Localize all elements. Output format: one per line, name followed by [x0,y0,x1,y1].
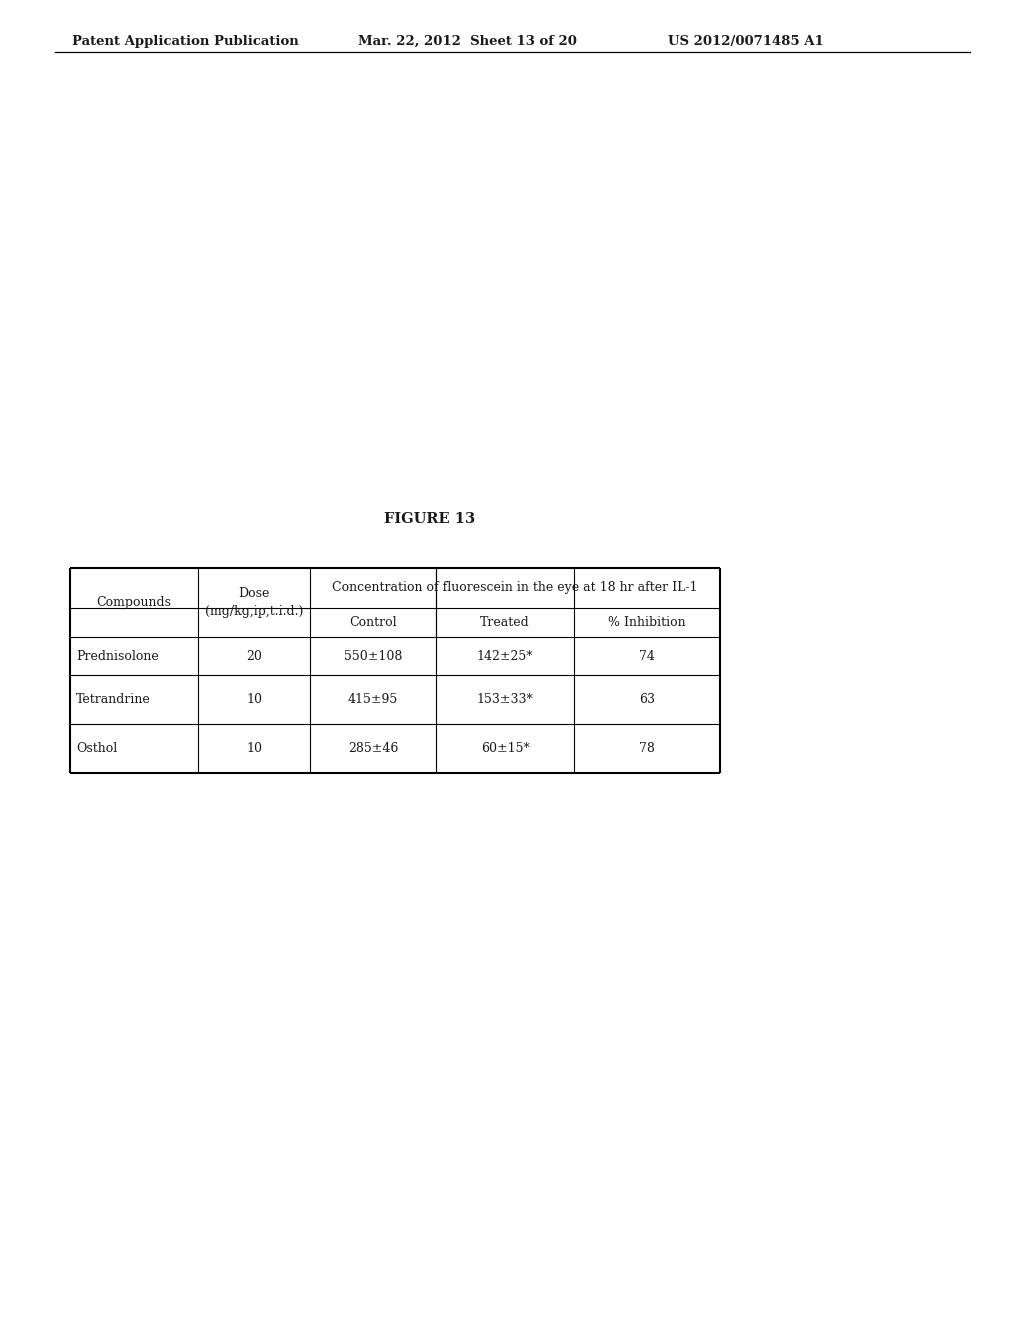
Text: 550±108: 550±108 [344,649,402,663]
Text: 63: 63 [639,693,655,706]
Text: Concentration of fluorescein in the eye at 18 hr after IL-1: Concentration of fluorescein in the eye … [332,582,697,594]
Text: 153±33*: 153±33* [476,693,534,706]
Text: 285±46: 285±46 [348,742,398,755]
Text: Prednisolone: Prednisolone [76,649,159,663]
Text: 415±95: 415±95 [348,693,398,706]
Text: Osthol: Osthol [76,742,118,755]
Text: Dose
(mg/kg,ip,t.i.d.): Dose (mg/kg,ip,t.i.d.) [205,587,303,618]
Text: 78: 78 [639,742,655,755]
Text: % Inhibition: % Inhibition [608,616,686,630]
Text: 142±25*: 142±25* [477,649,534,663]
Text: Mar. 22, 2012  Sheet 13 of 20: Mar. 22, 2012 Sheet 13 of 20 [358,36,577,48]
Text: Compounds: Compounds [96,597,171,609]
Text: Tetrandrine: Tetrandrine [76,693,151,706]
Text: 10: 10 [246,693,262,706]
Text: FIGURE 13: FIGURE 13 [384,512,475,525]
Text: 60±15*: 60±15* [480,742,529,755]
Text: 20: 20 [246,649,262,663]
Text: 74: 74 [639,649,655,663]
Text: Treated: Treated [480,616,529,630]
Text: Control: Control [349,616,397,630]
Text: US 2012/0071485 A1: US 2012/0071485 A1 [668,36,823,48]
Text: Patent Application Publication: Patent Application Publication [72,36,299,48]
Text: 10: 10 [246,742,262,755]
